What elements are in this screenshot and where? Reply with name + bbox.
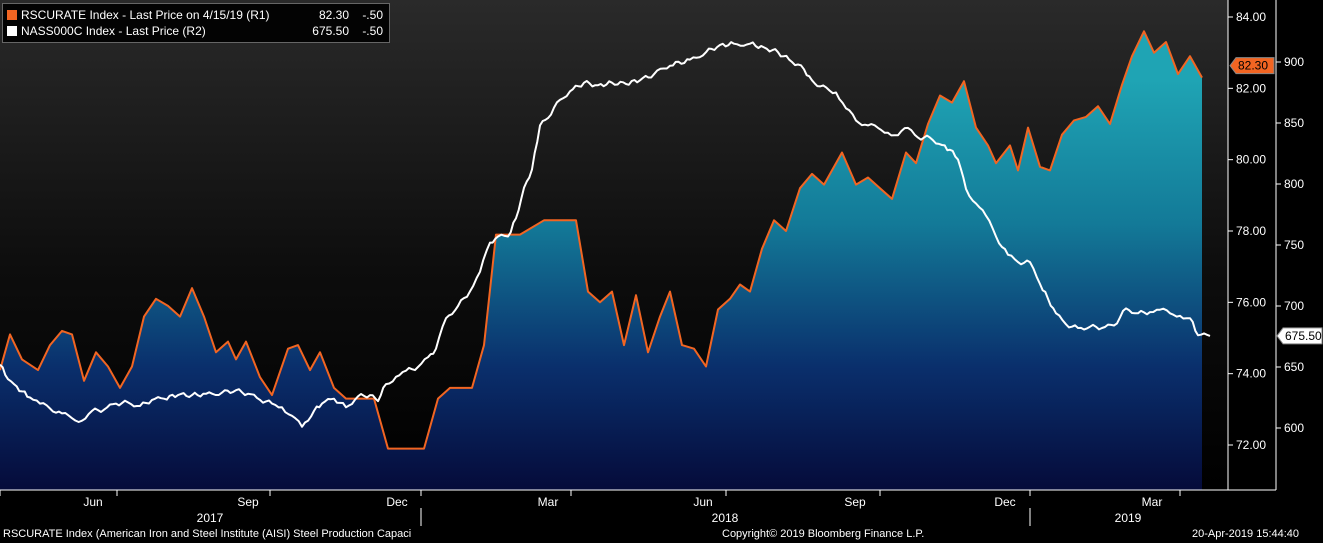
r1-tick-label: 84.00: [1236, 10, 1266, 24]
r1-tick-label: 80.00: [1236, 153, 1266, 167]
x-tick-label: Dec: [994, 495, 1015, 509]
last-price-tag-nass: 675.50: [1276, 327, 1323, 345]
footer-timestamp: 20-Apr-2019 15:44:40: [1192, 528, 1300, 540]
legend-label: RSCURATE Index - Last Price on 4/15/19 (…: [21, 8, 270, 22]
last-price-tag-nass-shape: [1276, 327, 1323, 345]
footer-copyright: Copyright© 2019 Bloomberg Finance L.P.: [722, 528, 925, 540]
r1-tick-label: 72.00: [1236, 438, 1266, 452]
series-line-rscurate: [0, 30, 1203, 450]
last-price-tag-rscurate: 82.30: [1229, 57, 1275, 75]
r1-tick-label: 74.00: [1236, 367, 1266, 381]
x-tick-label: Mar: [538, 495, 559, 509]
legend-swatch-nass: [7, 26, 17, 36]
legend-change: -.50: [362, 8, 383, 22]
x-tick-label: Sep: [237, 495, 259, 509]
chart-legend: RSCURATE Index - Last Price on 4/15/19 (…: [2, 3, 390, 43]
footer-description: RSCURATE Index (American Iron and Steel …: [3, 528, 412, 540]
r2-tick-label: 600: [1284, 421, 1304, 435]
x-tick-label: Sep: [844, 495, 866, 509]
x-tick-label: Jun: [83, 495, 102, 509]
r1-tick-label: 82.00: [1236, 81, 1266, 95]
r2-tick-label: 700: [1284, 299, 1304, 313]
x-year-label: 2017: [197, 511, 224, 525]
x-year-label: 2018: [712, 511, 739, 525]
r1-tick-label: 78.00: [1236, 224, 1266, 238]
series-area-rscurate: [0, 31, 1202, 491]
legend-entry-nass: NASS000C Index - Last Price (R2) 675.50 …: [7, 23, 383, 39]
r2-tick-label: 850: [1284, 116, 1304, 130]
legend-swatch-rscurate: [7, 10, 17, 20]
r2-tick-label: 650: [1284, 360, 1304, 374]
r1-tick-label: 76.00: [1236, 295, 1266, 309]
legend-label: NASS000C Index - Last Price (R2): [21, 24, 206, 38]
x-tick-label: Dec: [386, 495, 407, 509]
x-year-label: 2019: [1115, 511, 1142, 525]
last-price-tag-rscurate-shape: [1229, 57, 1275, 75]
series-line-nass: [0, 41, 1211, 428]
last-price-tag-nass-text: 675.50: [1285, 329, 1322, 343]
r2-tick-label: 800: [1284, 177, 1304, 191]
legend-last-value: 675.50: [312, 24, 349, 38]
last-price-tag-rscurate-text: 82.30: [1238, 59, 1268, 73]
legend-last-value: 82.30: [318, 8, 349, 22]
r2-tick-label: 750: [1284, 238, 1304, 252]
x-tick-label: Mar: [1142, 495, 1163, 509]
legend-entry-rscurate: RSCURATE Index - Last Price on 4/15/19 (…: [7, 7, 383, 23]
r2-tick-label: 900: [1284, 55, 1304, 69]
legend-change: -.50: [362, 24, 383, 38]
x-tick-label: Jun: [693, 495, 712, 509]
bottom-axis-background: [0, 490, 1323, 543]
